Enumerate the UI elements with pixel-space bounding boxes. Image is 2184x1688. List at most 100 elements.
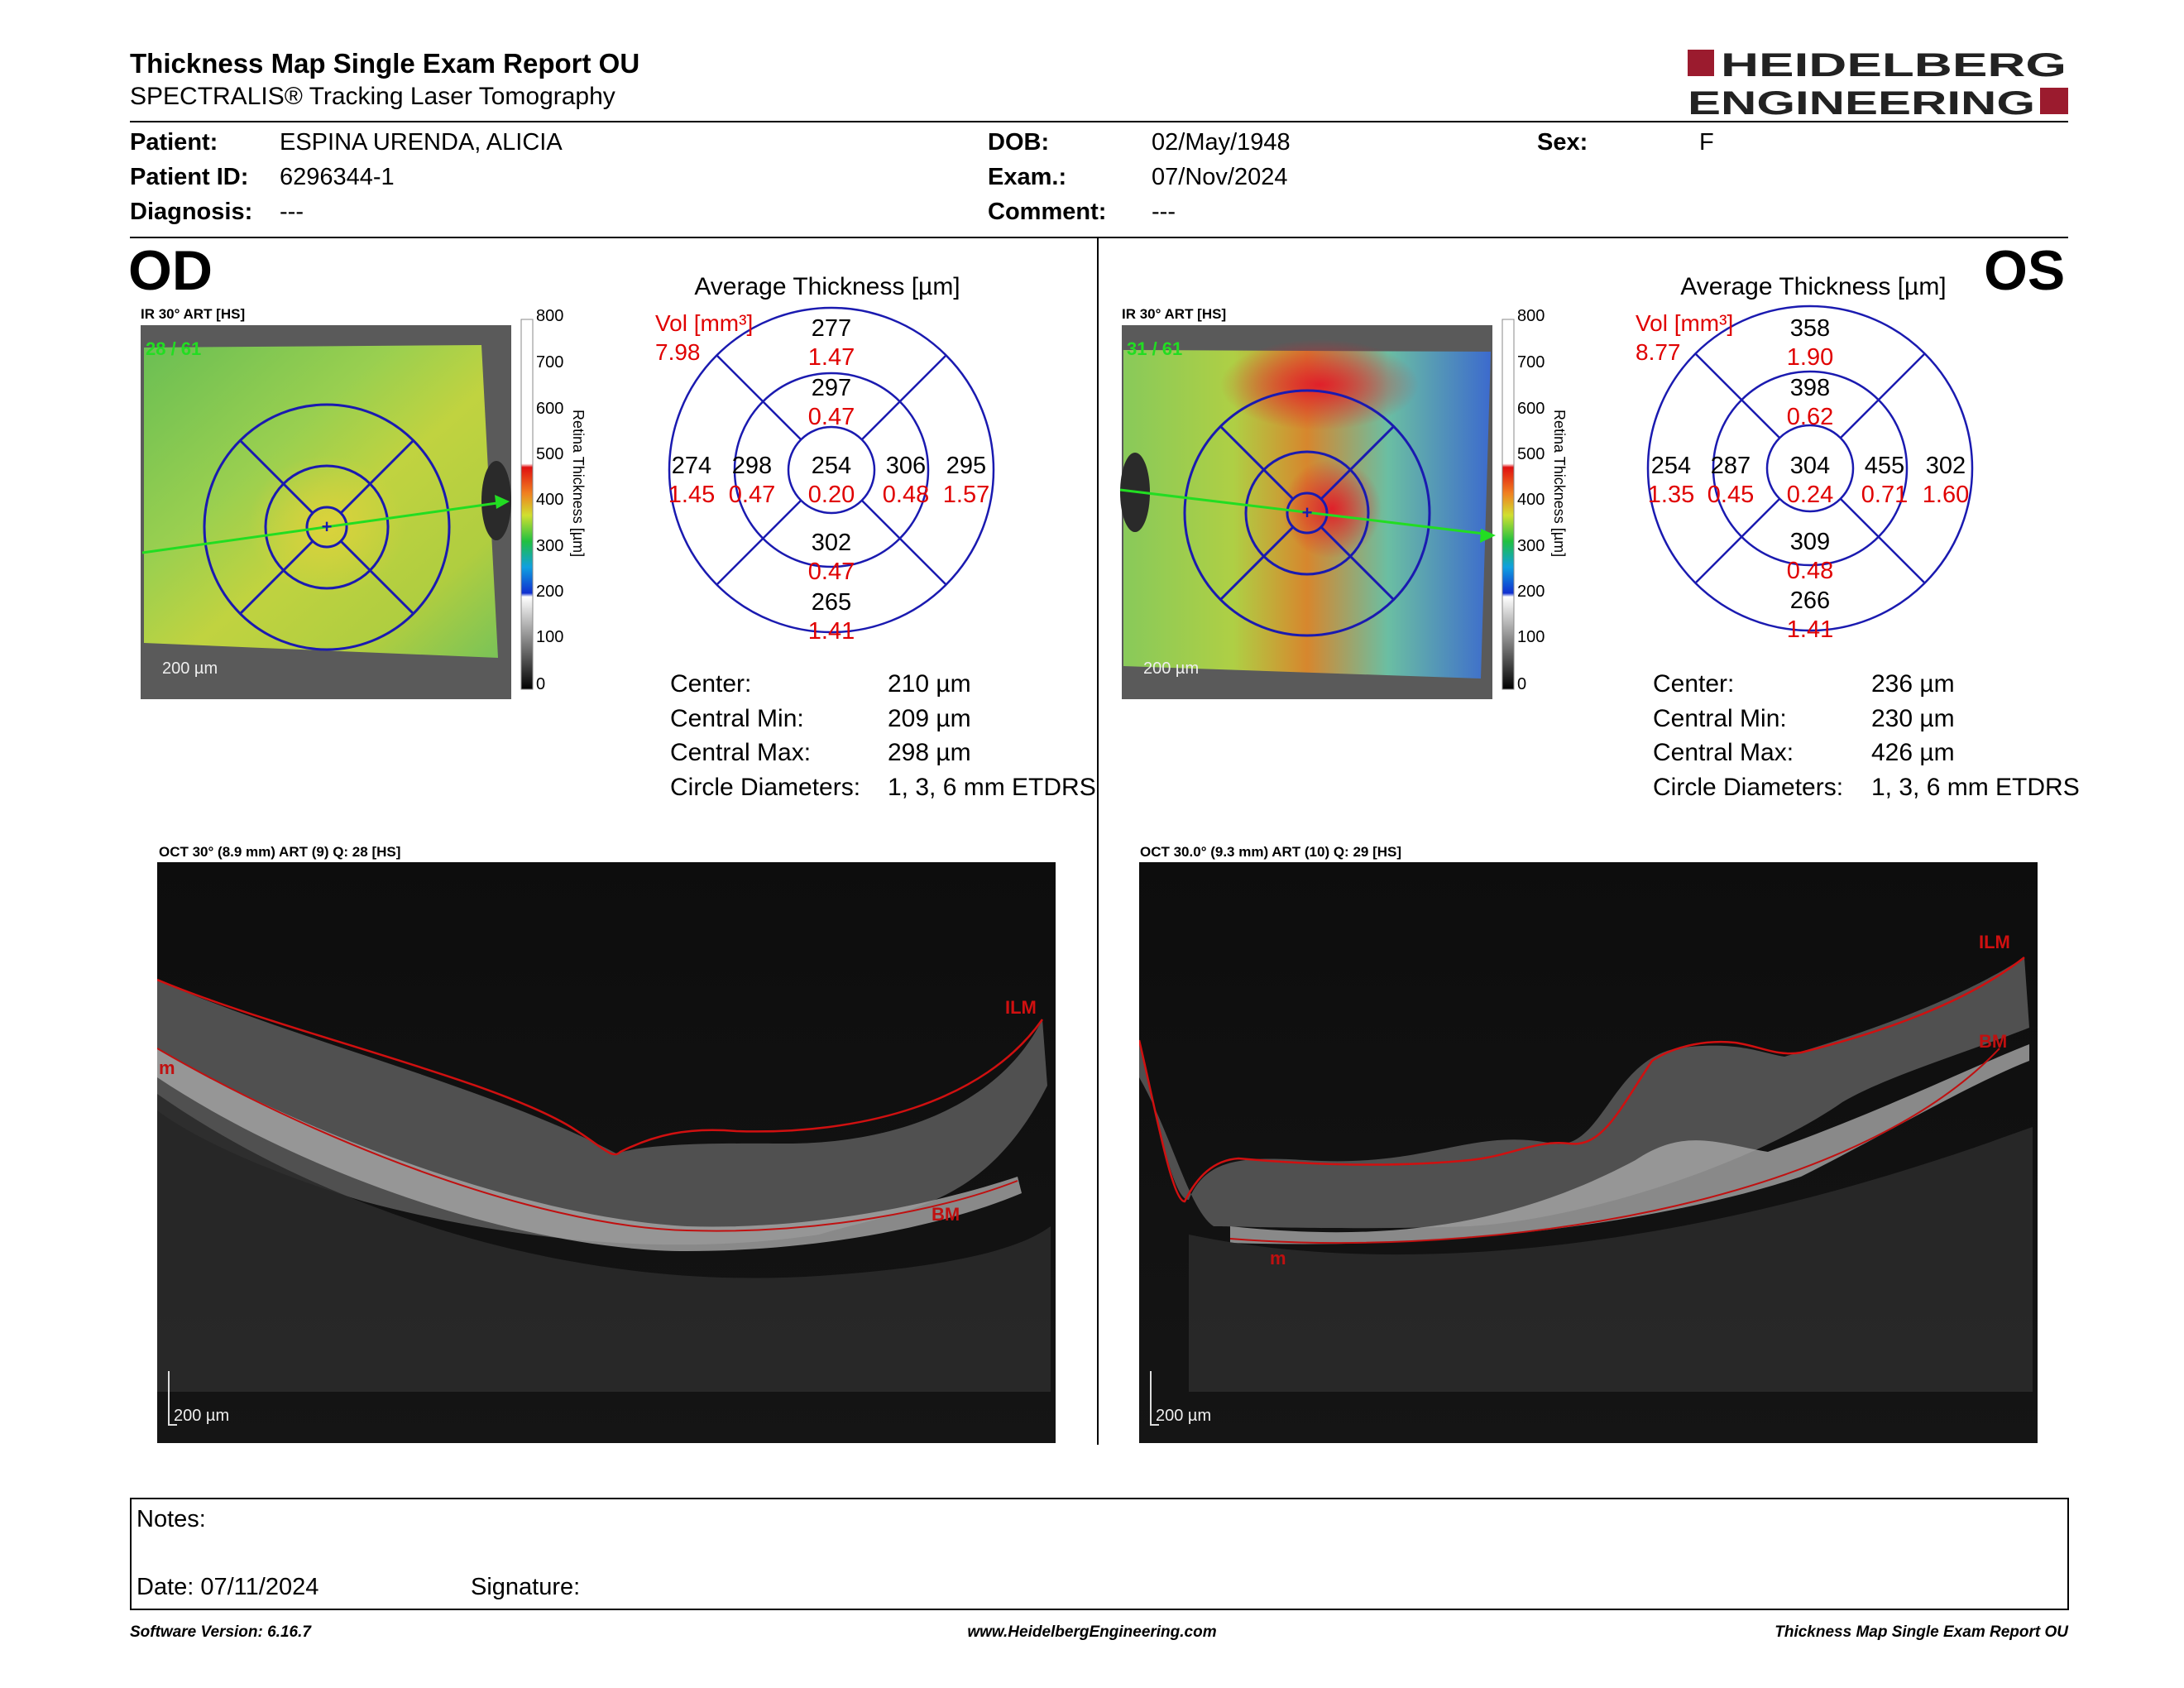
svg-text:100: 100 (536, 628, 563, 646)
os-max-label: Central Max: (1653, 739, 1794, 766)
svg-text:200: 200 (1517, 583, 1545, 601)
od-scan-line (141, 501, 504, 554)
od-outer-sup-t: 277 (812, 315, 851, 342)
os-retina-band (1139, 957, 2029, 1229)
sex-label: Sex: (1537, 129, 1588, 156)
patient-label: Patient: (130, 129, 218, 156)
patient-id-value: 6296344-1 (280, 164, 395, 190)
os-outer-sup-t: 358 (1790, 315, 1830, 342)
os-center-label: Center: (1653, 670, 1735, 698)
od-inner-right-v: 0.48 (883, 482, 929, 508)
svg-text:200: 200 (536, 583, 563, 601)
notes-box[interactable]: Notes: Date: 07/11/2024 Signature: (130, 1498, 2069, 1610)
os-eye-label: OS (1984, 239, 2066, 302)
notes-date: Date: 07/11/2024 (136, 1574, 319, 1600)
od-scan-arrow (495, 495, 510, 509)
os-outer-inf-t: 266 (1790, 587, 1830, 614)
svg-text:400: 400 (536, 491, 563, 509)
os-inner-left-v: 0.45 (1707, 482, 1754, 508)
od-fovea-yellow (248, 455, 405, 596)
od-inner-inf-v: 0.47 (808, 559, 855, 585)
diagnosis-label: Diagnosis: (130, 199, 253, 225)
od-rpe-band (157, 1048, 1022, 1251)
footer-report-name: Thickness Map Single Exam Report OU (1774, 1623, 2068, 1641)
os-scan-arrow (1480, 529, 1496, 543)
os-rpe-band (1230, 1044, 2029, 1244)
notes-signature: Signature: (471, 1574, 581, 1600)
os-min-label: Central Min: (1653, 705, 1787, 732)
od-outer-sup-v: 1.47 (808, 344, 855, 371)
os-center-t: 304 (1790, 453, 1830, 479)
od-max-value: 298 µm (888, 739, 971, 766)
os-red-temporal (1282, 459, 1382, 559)
os-oct-label: OCT 30.0° (9.3 mm) ART (10) Q: 29 [HS] (1140, 844, 1402, 860)
od-inner-sup-v: 0.47 (808, 404, 855, 430)
od-scalebar: 200 µm (162, 659, 218, 678)
os-center-cross: + (1302, 502, 1313, 523)
os-scale-ticks: 800 700 600 500 400 300 200 100 0 (1517, 307, 1545, 693)
sex-value: F (1699, 129, 1714, 156)
os-oct-scalebar-line (1150, 1371, 1159, 1426)
od-min-label: Central Min: (670, 705, 804, 732)
os-inner-left-t: 287 (1711, 453, 1751, 479)
diagnosis-value: --- (280, 199, 304, 225)
comment-label: Comment: (988, 199, 1107, 225)
footer-website[interactable]: www.HeidelbergEngineering.com (967, 1623, 1217, 1641)
exam-value: 07/Nov/2024 (1152, 164, 1288, 190)
os-center-v: 0.24 (1787, 482, 1833, 508)
svg-text:700: 700 (536, 353, 563, 372)
svg-text:300: 300 (1517, 537, 1545, 555)
od-ir-label: IR 30° ART [HS] (141, 306, 245, 322)
od-min-value: 209 µm (888, 705, 971, 732)
od-chart-grid (668, 306, 995, 634)
svg-text:800: 800 (536, 307, 563, 325)
os-choroid-band (1189, 1127, 2033, 1392)
od-choroid-band (157, 1094, 1051, 1392)
os-diam-value: 1, 3, 6 mm ETDRS (1871, 774, 2080, 801)
od-outer-inf-t: 265 (812, 589, 851, 616)
od-scale-ticks: 800 700 600 500 400 300 200 100 0 (536, 307, 563, 693)
os-min-value: 230 µm (1871, 705, 1955, 732)
os-chart-grid (1646, 305, 1974, 632)
os-etdrs-grid (1183, 389, 1431, 637)
os-oct-scalebar: 200 µm (1156, 1407, 1211, 1425)
os-avg-title: Average Thickness [µm] (1680, 273, 1947, 300)
report-subtitle: SPECTRALIS® Tracking Laser Tomography (130, 83, 615, 110)
os-scale-bar (1502, 319, 1515, 690)
od-outer-right-v: 1.57 (943, 482, 989, 508)
svg-text:400: 400 (1517, 491, 1545, 509)
os-bm-line (1229, 1048, 2000, 1244)
svg-text:800: 800 (1517, 307, 1545, 325)
od-etdrs-chart: Vol [mm³] 7.98 277 1.47 297 0.47 274 1.4… (655, 306, 995, 645)
svg-text:600: 600 (536, 400, 563, 418)
svg-text:700: 700 (1517, 353, 1545, 372)
os-scale-title: Retina Thickness [µm] (1551, 410, 1568, 557)
svg-text:0: 0 (1517, 675, 1526, 693)
os-outer-sup-v: 1.90 (1787, 344, 1833, 371)
os-red-sup (1220, 339, 1419, 430)
footer-version: Software Version: 6.16.7 (130, 1623, 311, 1641)
os-oct-bscan: ILM BM m 200 µm (1139, 862, 2038, 1443)
od-thickness-map: IR 30° ART [HS] 28 / 61 + 200 µm 800 700… (141, 306, 587, 699)
svg-text:500: 500 (536, 445, 563, 463)
os-outer-inf-v: 1.41 (1787, 616, 1833, 643)
od-inner-right-t: 306 (886, 453, 926, 479)
logo-line1: HEIDELBERG (1721, 47, 2067, 84)
eye-divider (1097, 238, 1099, 1445)
od-inner-sup-t: 297 (812, 375, 851, 401)
os-frame-count: 31 / 61 (1127, 338, 1182, 359)
od-oct-scalebar-line (168, 1371, 177, 1426)
exam-label: Exam.: (988, 164, 1067, 190)
os-outer-left-v: 1.35 (1648, 482, 1694, 508)
os-ilm-tag: ILM (1979, 932, 2010, 952)
dob-value: 02/May/1948 (1152, 129, 1291, 156)
os-vol-value: 8.77 (1636, 339, 1681, 365)
od-oct-bscan: ILM BM m 200 µm (157, 862, 1056, 1443)
od-frame-count: 28 / 61 (146, 338, 201, 359)
os-vol-label: Vol [mm³] (1636, 310, 1733, 336)
os-ilm-line (1139, 957, 2025, 1203)
os-center-value: 236 µm (1871, 670, 1955, 698)
od-outer-left-t: 274 (672, 453, 711, 479)
notes-label: Notes: (136, 1506, 206, 1532)
os-scalebar: 200 µm (1143, 659, 1199, 678)
